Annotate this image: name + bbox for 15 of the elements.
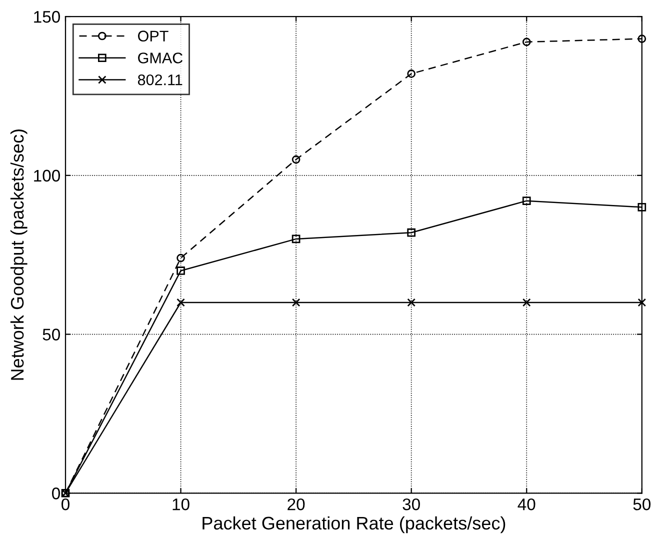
legend-label: 802.11 (138, 74, 182, 86)
x-tick-label: 0 (62, 498, 70, 510)
y-tick-label: 150 (34, 10, 60, 23)
legend-label: GMAC (138, 52, 183, 64)
y-axis-title: Network Goodput (packets/sec) (10, 130, 28, 380)
y-tick-label: 50 (42, 328, 60, 340)
y-tick-label: 0 (52, 488, 60, 500)
y-tick-label: 100 (34, 170, 60, 182)
x-tick-label: 40 (518, 498, 536, 510)
x-tick-label: 50 (633, 498, 651, 510)
x-axis-title: Packet Generation Rate (packets/sec) (202, 516, 506, 534)
x-tick-label: 20 (288, 498, 305, 510)
x-tick-label: 10 (172, 498, 190, 510)
legend-label: OPT (138, 30, 168, 42)
x-tick-label: 30 (402, 498, 420, 510)
